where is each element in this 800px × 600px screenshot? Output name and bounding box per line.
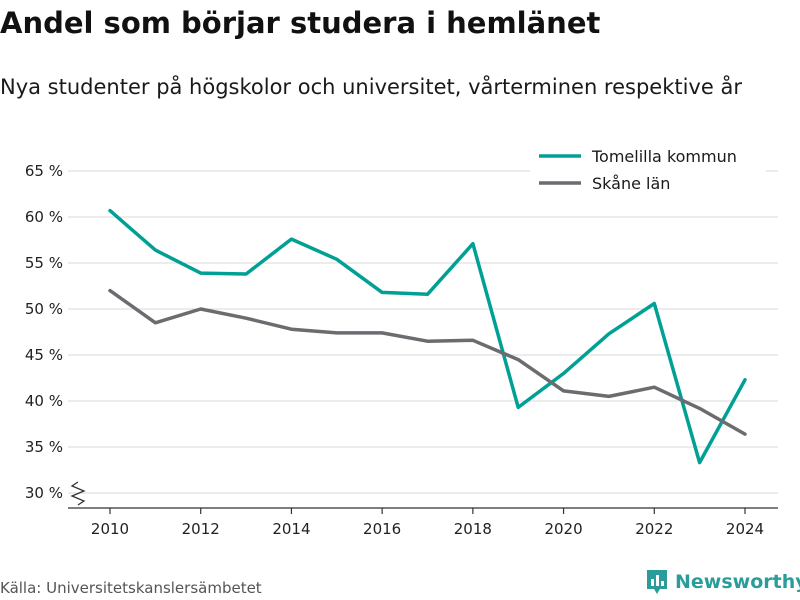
y-tick-label: 50 %	[25, 300, 63, 318]
y-tick-label: 60 %	[25, 208, 63, 226]
y-tick-label: 40 %	[25, 392, 63, 410]
y-tick-label: 45 %	[25, 346, 63, 364]
legend-label-skane: Skåne län	[592, 174, 670, 193]
x-tick-label: 2018	[454, 520, 492, 538]
series-line-tomelilla	[108, 208, 747, 465]
bar-chart-icon	[647, 570, 667, 594]
x-tick-label: 2014	[272, 520, 310, 538]
source-note: Källa: Universitetskanslersämbetet	[0, 579, 262, 597]
y-tick-label: 55 %	[25, 254, 63, 272]
line-chart: 30 %35 %40 %45 %50 %55 %60 %65 % 2010 201…	[24, 142, 778, 538]
series-line-skane	[108, 288, 747, 436]
x-tick-label: 2010	[91, 520, 129, 538]
y-tick-label: 30 %	[25, 484, 63, 502]
chart-title: Andel som börjar studera i hemlänet	[0, 6, 601, 40]
y-tick-label: 35 %	[25, 438, 63, 456]
x-tick-label: 2022	[635, 520, 673, 538]
chart-subtitle: Nya studenter på högskolor och universit…	[0, 75, 742, 99]
x-tick-label: 2020	[544, 520, 582, 538]
series-lines	[108, 208, 747, 465]
legend: Tomelilla kommun Skåne län	[530, 142, 766, 198]
brand-name: Newsworthy	[675, 571, 800, 593]
x-tick-label: 2016	[363, 520, 401, 538]
y-tick-label: 65 %	[25, 162, 63, 180]
y-axis: 30 % 35 % 40 % 45 % 50 % 55 % 60 % 65 %	[25, 162, 63, 502]
x-tick-label: 2024	[726, 520, 764, 538]
x-axis: 2010 2012 2014 2016 2018 2020 2022 2024	[68, 507, 778, 538]
gridlines	[68, 170, 778, 494]
brand-logo[interactable]: Newsworthy	[645, 568, 800, 596]
axis-break-icon	[70, 481, 86, 506]
legend-label-tomelilla: Tomelilla kommun	[591, 147, 737, 166]
legend-background	[530, 142, 766, 198]
x-tick-label: 2012	[182, 520, 220, 538]
